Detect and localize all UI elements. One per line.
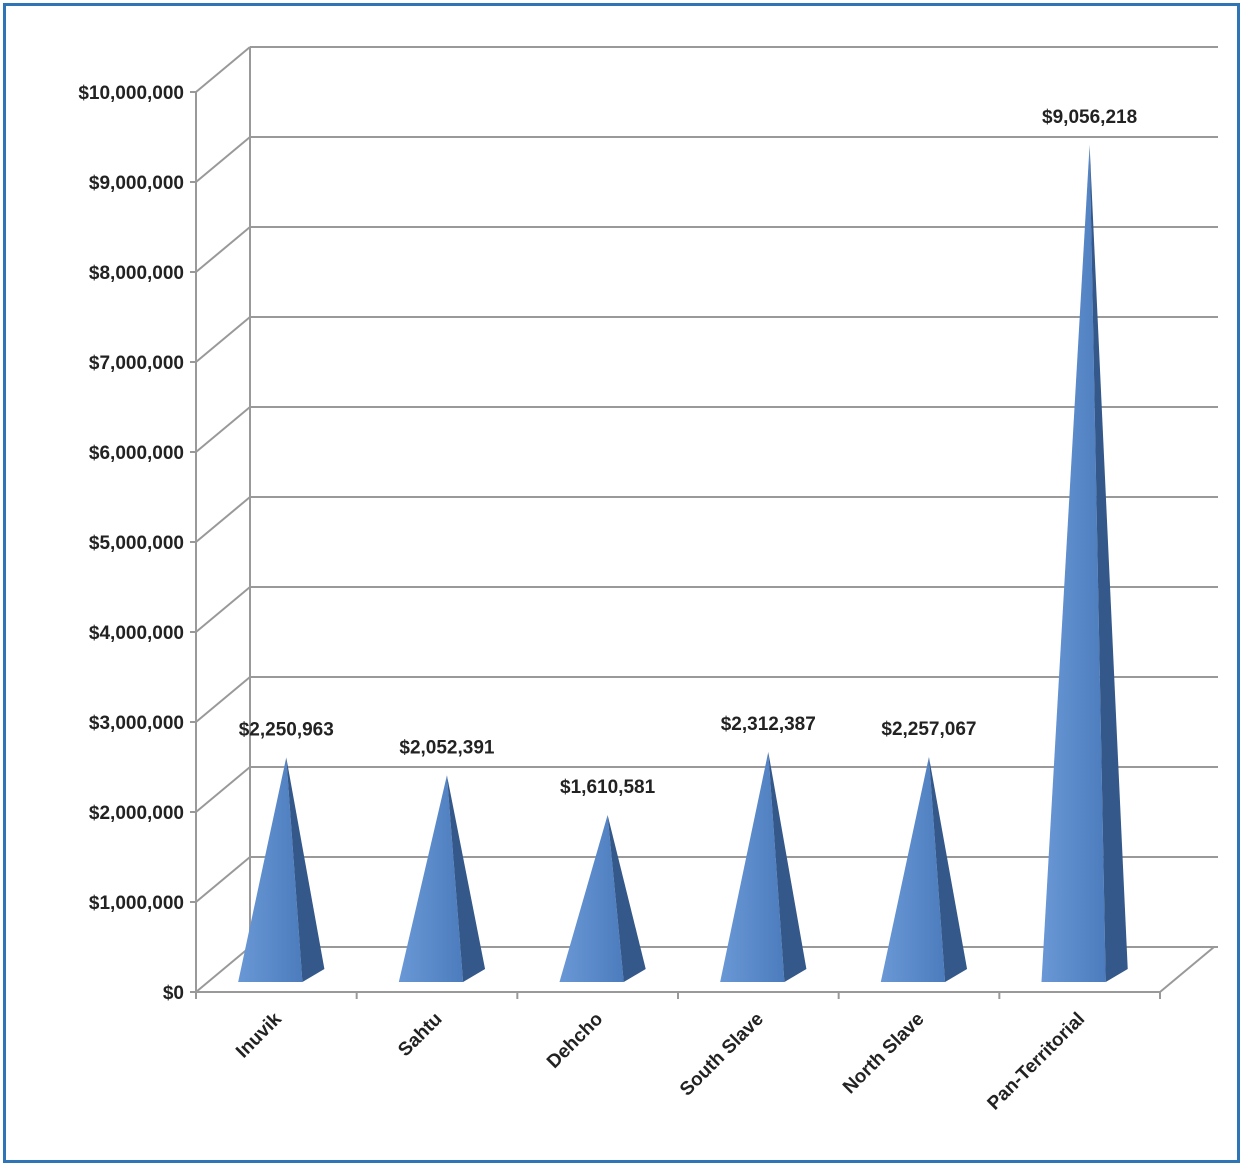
pyramid-side	[607, 815, 646, 982]
gridline-depth	[195, 226, 251, 273]
pyramid-front-north-slave	[880, 756, 946, 982]
gridline-depth	[195, 46, 251, 93]
gridline-depth	[195, 946, 251, 993]
pyramid-side	[768, 751, 807, 982]
x-tick-label: Sahtu	[394, 1009, 446, 1061]
gridline-depth	[195, 676, 251, 723]
gridline-depth	[195, 766, 251, 813]
y-tick-label: $5,000,000	[89, 533, 184, 554]
y-tick-label: $10,000,000	[78, 83, 184, 104]
floor-edge	[1159, 946, 1215, 993]
y-tick-label: $1,000,000	[89, 893, 184, 914]
data-label: $2,257,067	[881, 719, 976, 740]
pyramid-front-sahtu	[398, 775, 464, 982]
pyramid-side	[1089, 144, 1128, 983]
y-tick-label: $2,000,000	[89, 803, 184, 824]
y-tick-label: $6,000,000	[89, 443, 184, 464]
pyramid-side	[286, 757, 325, 982]
data-label: $1,610,581	[560, 777, 656, 798]
x-tick-label: South Slave	[676, 1009, 768, 1101]
x-axis-tick-labels: Inuvik Sahtu Dehcho South Slave North Slave P…	[232, 1008, 1089, 1114]
y-tick-label: $7,000,000	[89, 353, 184, 374]
gridline-depth	[195, 496, 251, 543]
gridline-depth	[195, 316, 251, 363]
y-axis-tick-labels: $0 $1,000,000 $2,000,000 $3,000,000 $4,000,0…	[78, 83, 184, 1004]
pyramid-front-inuvik	[238, 757, 303, 982]
pyramid-side	[446, 775, 486, 982]
data-label: $2,250,963	[239, 719, 334, 740]
x-tick-label: Inuvik	[232, 1008, 286, 1062]
pyramid-front-pan-territorial	[1041, 144, 1106, 983]
pyramid-front-south-slave	[720, 751, 785, 982]
pyramid-side	[928, 756, 968, 982]
axes	[190, 47, 1215, 999]
y-tick-label: $3,000,000	[89, 713, 184, 734]
data-label: $2,312,387	[721, 714, 816, 735]
x-tick-label: Pan-Territorial	[984, 1009, 1090, 1115]
y-tick-label: $4,000,000	[89, 623, 184, 644]
data-label: $2,052,391	[399, 737, 495, 758]
gridline-depth	[195, 586, 251, 633]
gridline-depth	[195, 136, 251, 183]
y-tick-label: $9,000,000	[89, 173, 184, 194]
x-tick-label: Dehcho	[543, 1009, 607, 1073]
y-tick-label: $0	[163, 983, 184, 1004]
data-labels: $2,250,963 $2,052,391 $1,610,581 $2,312,387…	[239, 107, 1137, 798]
x-tick-label: North Slave	[839, 1009, 929, 1099]
pyramid-front-dehcho	[559, 815, 624, 982]
gridline-depth	[195, 406, 251, 453]
gridline-depth	[195, 856, 251, 903]
data-label: $9,056,218	[1042, 107, 1137, 128]
pyramid-bars	[238, 144, 1128, 983]
y-tick-label: $8,000,000	[89, 263, 184, 284]
